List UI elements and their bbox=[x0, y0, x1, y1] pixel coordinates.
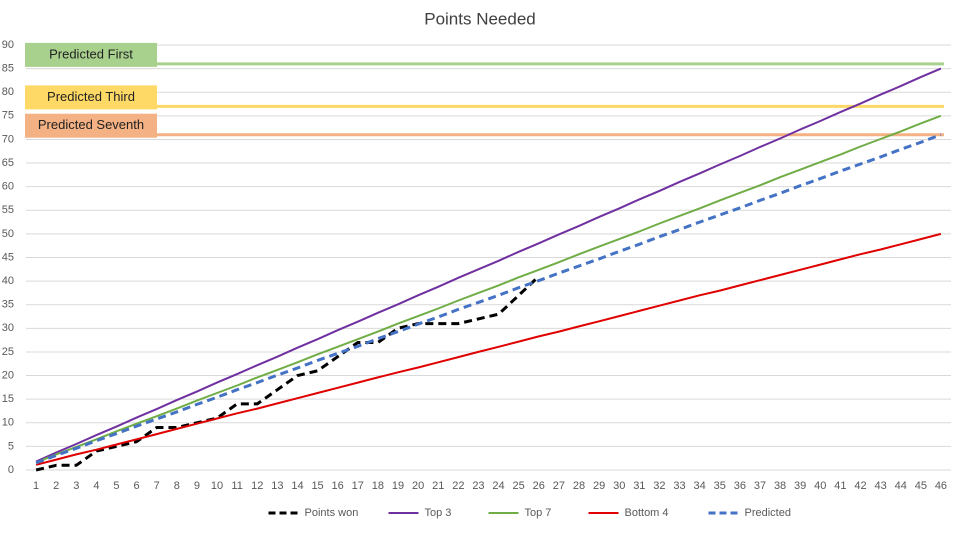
x-tick-label: 31 bbox=[633, 480, 645, 492]
y-tick-label: 15 bbox=[2, 393, 14, 405]
y-tick-label: 0 bbox=[8, 464, 14, 476]
legend-label: Bottom 4 bbox=[625, 507, 669, 519]
y-tick-label: 25 bbox=[2, 346, 14, 358]
x-tick-label: 28 bbox=[573, 480, 585, 492]
x-tick-label: 11 bbox=[231, 480, 242, 492]
x-tick-label: 40 bbox=[814, 480, 826, 492]
x-tick-label: 26 bbox=[533, 480, 545, 492]
y-tick-label: 20 bbox=[2, 369, 14, 381]
reference-box bbox=[25, 85, 157, 110]
x-tick-label: 1 bbox=[33, 480, 39, 492]
x-tick-label: 4 bbox=[93, 480, 99, 492]
x-tick-label: 5 bbox=[113, 480, 119, 492]
x-tick-label: 46 bbox=[935, 480, 947, 492]
x-tick-label: 12 bbox=[251, 480, 263, 492]
x-tick-label: 29 bbox=[593, 480, 605, 492]
y-tick-label: 55 bbox=[2, 204, 14, 216]
legend-label: Top 7 bbox=[525, 507, 552, 519]
x-tick-label: 15 bbox=[311, 480, 323, 492]
y-tick-label: 85 bbox=[2, 63, 14, 75]
x-tick-label: 17 bbox=[352, 480, 364, 492]
x-tick-label: 43 bbox=[874, 480, 886, 492]
x-tick-label: 3 bbox=[73, 480, 79, 492]
x-tick-label: 45 bbox=[915, 480, 927, 492]
y-tick-label: 80 bbox=[2, 86, 14, 98]
x-tick-label: 20 bbox=[412, 480, 424, 492]
y-tick-label: 75 bbox=[2, 110, 14, 122]
reference-box bbox=[25, 113, 157, 138]
x-tick-label: 30 bbox=[613, 480, 625, 492]
y-tick-label: 70 bbox=[2, 133, 14, 145]
legend-label: Predicted bbox=[745, 507, 791, 519]
x-tick-label: 41 bbox=[834, 480, 846, 492]
x-tick-label: 39 bbox=[794, 480, 806, 492]
y-tick-label: 5 bbox=[8, 440, 14, 452]
y-tick-label: 40 bbox=[2, 275, 14, 287]
legend-label: Top 3 bbox=[425, 507, 452, 519]
x-tick-label: 25 bbox=[513, 480, 525, 492]
y-tick-label: 60 bbox=[2, 181, 14, 193]
x-tick-label: 44 bbox=[895, 480, 907, 492]
y-tick-label: 30 bbox=[2, 322, 14, 334]
reference-label: Predicted Seventh bbox=[38, 117, 144, 132]
x-tick-label: 23 bbox=[472, 480, 484, 492]
reference-label: Predicted Third bbox=[47, 89, 135, 104]
x-tick-label: 35 bbox=[714, 480, 726, 492]
y-tick-label: 65 bbox=[2, 157, 14, 169]
y-tick-label: 45 bbox=[2, 251, 14, 263]
x-tick-label: 18 bbox=[372, 480, 384, 492]
x-tick-label: 19 bbox=[392, 480, 404, 492]
chart-title: Points Needed bbox=[424, 9, 536, 28]
x-tick-label: 32 bbox=[653, 480, 665, 492]
y-tick-label: 35 bbox=[2, 299, 14, 311]
x-tick-label: 14 bbox=[291, 480, 303, 492]
y-tick-label: 90 bbox=[2, 39, 14, 51]
x-tick-label: 33 bbox=[673, 480, 685, 492]
x-tick-label: 7 bbox=[154, 480, 160, 492]
x-tick-label: 2 bbox=[53, 480, 59, 492]
x-tick-label: 38 bbox=[774, 480, 786, 492]
y-tick-label: 50 bbox=[2, 228, 14, 240]
series-line bbox=[35, 275, 540, 472]
x-tick-label: 36 bbox=[734, 480, 746, 492]
legend-label: Points won bbox=[305, 507, 359, 519]
x-tick-label: 13 bbox=[271, 480, 283, 492]
x-tick-label: 9 bbox=[194, 480, 200, 492]
x-tick-label: 37 bbox=[754, 480, 766, 492]
x-tick-label: 27 bbox=[553, 480, 565, 492]
series-line bbox=[35, 232, 942, 466]
y-tick-label: 10 bbox=[2, 417, 14, 429]
series-line bbox=[35, 114, 942, 464]
x-tick-label: 42 bbox=[854, 480, 866, 492]
reference-box bbox=[25, 42, 157, 67]
series-line bbox=[35, 67, 942, 463]
x-tick-label: 22 bbox=[452, 480, 464, 492]
x-tick-label: 6 bbox=[134, 480, 140, 492]
x-tick-label: 34 bbox=[694, 480, 706, 492]
x-tick-label: 21 bbox=[432, 480, 444, 492]
x-tick-label: 10 bbox=[211, 480, 223, 492]
reference-label: Predicted First bbox=[49, 46, 133, 61]
x-tick-label: 24 bbox=[492, 480, 504, 492]
series-line bbox=[35, 133, 942, 465]
x-tick-label: 16 bbox=[332, 480, 344, 492]
x-tick-label: 8 bbox=[174, 480, 180, 492]
